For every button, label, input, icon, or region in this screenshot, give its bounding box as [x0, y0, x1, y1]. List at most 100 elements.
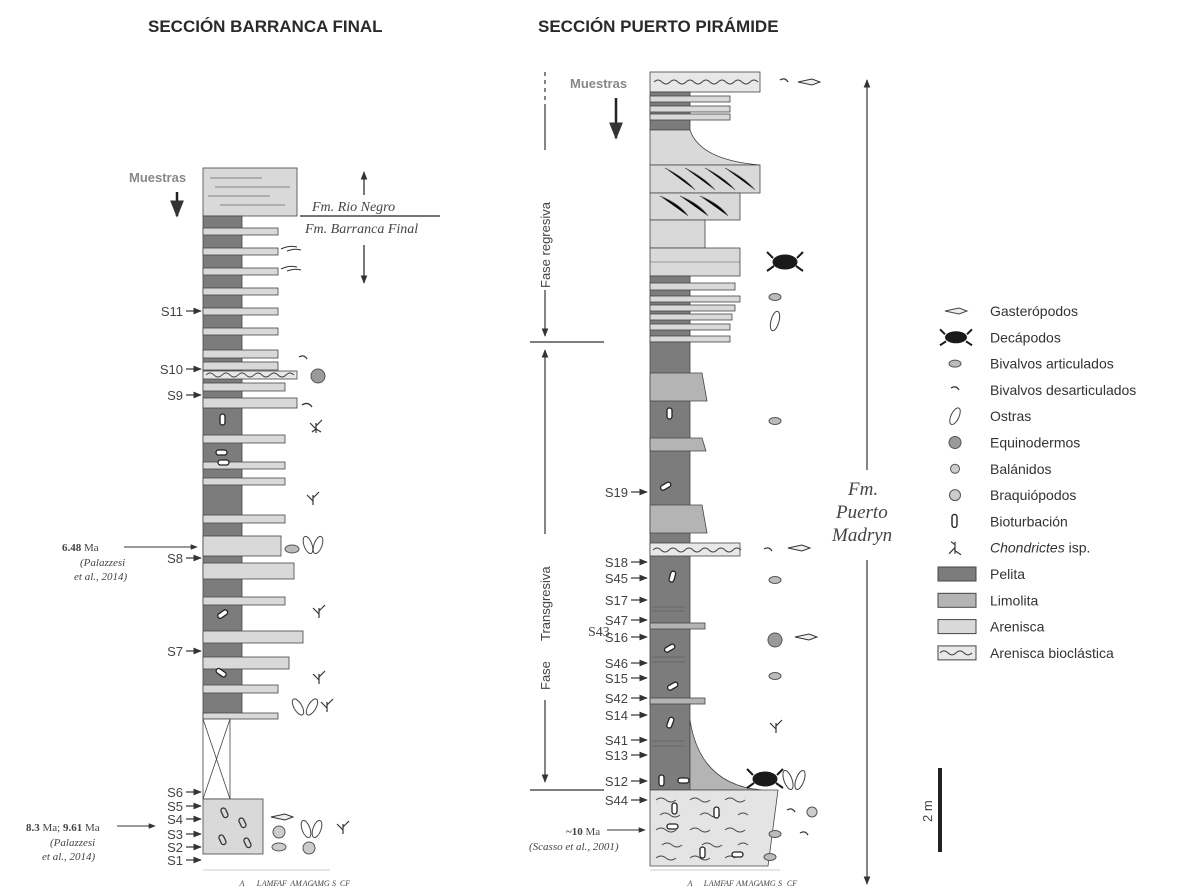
grain-tick-amf: AMF: [708, 879, 726, 888]
grain-tick-l: L: [703, 879, 709, 888]
sample-label-s47: S47: [605, 613, 628, 628]
grain-tick-af: AF: [723, 879, 734, 888]
legend-label: Equinodermos: [990, 435, 1080, 451]
sample-label-s44: S44: [605, 793, 628, 808]
legend: Gasterópodos Decápodos Bivalvos articulado…: [937, 303, 1136, 661]
sample-label-s14: S14: [605, 708, 628, 723]
barranca-final-column: [202, 167, 330, 871]
fase-label: Fase: [538, 661, 553, 690]
sample-label-s11: S11: [161, 304, 183, 319]
legend-item: Chondrictes isp.: [948, 540, 1090, 556]
grain-tick-a: A: [687, 879, 693, 888]
disarticulated-bivalve-icon: [950, 386, 960, 391]
legend-label: Pelita: [990, 566, 1025, 582]
chondrites-icon: [948, 541, 962, 556]
fm-label-backdrop: [840, 470, 900, 550]
right-section-title: SECCIÓN PUERTO PIRÁMIDE: [538, 17, 779, 36]
barranca-age-1: 6.48 Ma (Palazzesi et al., 2014): [62, 542, 198, 583]
legend-item: Braquiópodos: [949, 487, 1076, 503]
legend-item: Limolita: [937, 592, 1038, 608]
puerto-piramide-column: [649, 71, 780, 871]
legend-label: Chondrictes isp.: [990, 540, 1090, 556]
legend-label: Limolita: [990, 592, 1038, 608]
grain-tick-s: S: [332, 879, 336, 888]
grain-tick-ag: AG: [748, 879, 760, 888]
articulated-bivalve-icon: [948, 359, 962, 368]
sample-label-s45: S45: [605, 571, 628, 586]
echinoderm-icon: [948, 436, 962, 449]
left-section-title: SECCIÓN BARRANCA FINAL: [148, 17, 383, 36]
legend-item: Bivalvos articulados: [948, 356, 1114, 372]
svg-text:8.3 Ma; 9.61 Ma: 8.3 Ma; 9.61 Ma: [26, 822, 100, 834]
legend-label: Bivalvos articulados: [990, 356, 1114, 372]
sandstone-swatch: [937, 619, 977, 635]
svg-text:et al., 2014): et al., 2014): [74, 571, 127, 583]
grain-tick-cf: CF: [340, 879, 350, 888]
barranca-age-2: 8.3 Ma; 9.61 Ma (Palazzesi et al., 2014): [26, 822, 156, 863]
sample-label-s5: S5: [167, 799, 183, 814]
puerto-fossil-symbols: [746, 78, 822, 861]
grain-tick-amg: AMG: [757, 879, 776, 888]
sample-label-s2: S2: [167, 840, 183, 855]
oyster-icon: [949, 407, 961, 426]
legend-label: Balánidos: [990, 461, 1052, 477]
grain-tick-s: S: [778, 879, 782, 888]
legend-item: Bioturbación: [951, 513, 1068, 529]
grain-tick-a: A: [239, 879, 245, 888]
sample-label-s41: S41: [605, 733, 628, 748]
phase-arrows: [530, 72, 604, 791]
barranca-muestras-label: Muestras: [129, 170, 186, 185]
sample-label-s17: S17: [605, 593, 628, 608]
grain-tick-ag: AG: [302, 879, 314, 888]
legend-label: Braquiópodos: [990, 487, 1076, 503]
legend-item: Ostras: [949, 407, 1031, 426]
sample-label-s7: S7: [167, 644, 183, 659]
puerto-age: ~10 Ma (Scasso et al., 2001): [529, 826, 646, 853]
sample-label-s16: S16: [605, 630, 628, 645]
scale-label: 2 m: [920, 800, 935, 822]
legend-item: Decápodos: [939, 328, 1061, 347]
legend-label: Bivalvos desarticulados: [990, 382, 1136, 398]
crab-icon: [939, 328, 973, 347]
bioclastic-sandstone-swatch: [937, 645, 977, 661]
svg-text:et al., 2014): et al., 2014): [42, 851, 95, 863]
legend-item: Pelita: [937, 566, 1025, 582]
legend-item: Arenisca bioclástica: [937, 645, 1114, 661]
svg-text:6.48 Ma: 6.48 Ma: [62, 542, 99, 554]
svg-text:(Scasso et al., 2001): (Scasso et al., 2001): [529, 841, 619, 853]
barnacle-icon: [950, 463, 960, 474]
svg-text:(Palazzesi: (Palazzesi: [50, 837, 95, 849]
grain-tick-am: AM: [735, 879, 749, 888]
fase-regresiva-label: Fase regresiva: [538, 201, 553, 288]
barranca-fossil-symbols: [270, 245, 350, 855]
grain-tick-amf: AMF: [261, 879, 279, 888]
legend-label: Ostras: [990, 408, 1031, 424]
sample-label-s10: S10: [160, 362, 183, 377]
svg-text:(Palazzesi: (Palazzesi: [80, 557, 125, 569]
legend-item: Gasterópodos: [944, 303, 1078, 319]
grain-tick-l: L: [256, 879, 262, 888]
s43-label: S43: [588, 625, 610, 640]
transgresiva-label: Transgresiva: [538, 566, 553, 641]
grain-tick-amg: AMG: [311, 879, 330, 888]
fm-puerto-madryn-line3: Madryn: [831, 525, 892, 546]
sample-label-s3: S3: [167, 827, 183, 842]
legend-item: Equinodermos: [948, 435, 1080, 451]
sample-label-s46: S46: [605, 656, 628, 671]
siltstone-swatch: [937, 592, 977, 608]
sample-label-s18: S18: [605, 555, 628, 570]
legend-item: Balánidos: [950, 461, 1052, 477]
grain-tick-am: AM: [289, 879, 303, 888]
fm-puerto-madryn-line1: Fm.: [847, 479, 878, 500]
legend-label: Gasterópodos: [990, 303, 1078, 319]
sample-label-s1: S1: [167, 853, 183, 868]
legend-item: Arenisca: [937, 619, 1045, 635]
sample-label-s42: S42: [605, 691, 628, 706]
sample-label-s9: S9: [167, 388, 183, 403]
legend-label: Arenisca bioclástica: [990, 645, 1114, 661]
legend-item: Bivalvos desarticulados: [950, 382, 1136, 398]
grain-tick-af: AF: [276, 879, 287, 888]
pelite-swatch: [937, 566, 977, 582]
